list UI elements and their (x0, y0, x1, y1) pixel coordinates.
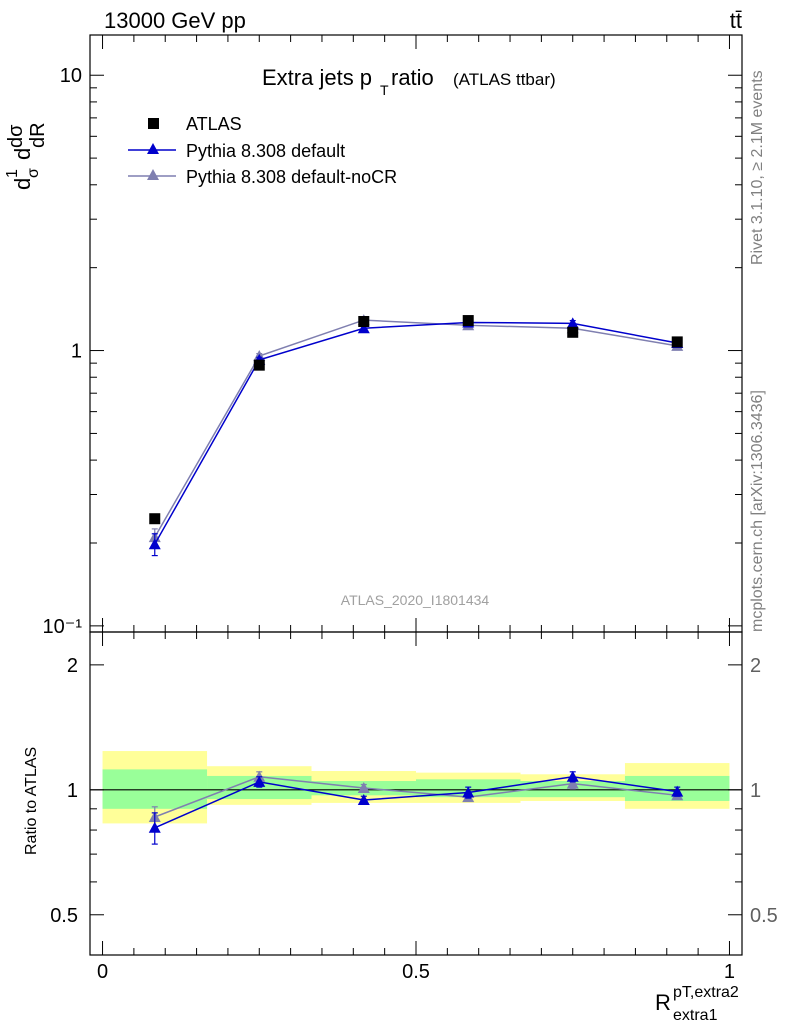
ratio-point-nocr (566, 777, 579, 789)
main-plot-area: 10 1 10⁻¹ (43, 34, 743, 638)
title-rest: ratio (391, 65, 434, 90)
ratio-y-tick-label-right: 0.5 (750, 905, 778, 927)
main-ylabel: d 1 σ d dσ dR (4, 122, 49, 190)
point-atlas (567, 326, 579, 338)
xlabel-main: R (655, 990, 671, 1015)
ratio-point-nocr (357, 782, 370, 794)
x-tick-label: 0.5 (402, 961, 430, 983)
ratio-y-tick-label-right: 2 (750, 655, 761, 677)
legend-label-default: Pythia 8.308 default (186, 141, 345, 161)
ratio-point-default (566, 770, 579, 782)
legend-marker-atlas (148, 118, 159, 129)
rivet-label: Rivet 3.1.10, ≥ 2.1M events (749, 70, 766, 265)
line-nocr (154, 319, 678, 538)
legend-label-nocr: Pythia 8.308 default-noCR (186, 167, 397, 187)
ratio-y-tick-label-right: 1 (750, 780, 761, 802)
ratio-point-default (148, 821, 161, 833)
legend: ATLAS Pythia 8.308 default Pythia 8.308 … (128, 114, 397, 187)
point-atlas (462, 315, 474, 327)
analysis-label: ATLAS_2020_I1801434 (341, 592, 490, 608)
ratio-point-default (671, 785, 684, 797)
chart-title: Extra jets p T ratio (ATLAS ttbar) (262, 65, 556, 98)
main-ylabel-text: dσ (5, 124, 27, 148)
ratio-y-tick-label: 0.5 (50, 905, 78, 927)
legend-label-atlas: ATLAS (186, 114, 242, 134)
ratio-line-nocr (154, 776, 678, 818)
point-atlas (358, 316, 370, 328)
ratio-y-tick-label: 1 (67, 780, 78, 802)
y-tick-label: 1 (71, 341, 82, 363)
title-paren: (ATLAS ttbar) (453, 70, 556, 89)
point-default (357, 322, 370, 334)
xlabel-sup: pT,extra2 (673, 984, 739, 1001)
ratio-point-default (462, 786, 475, 798)
x-tick-label: 1 (724, 961, 735, 983)
point-atlas (671, 336, 683, 348)
legend-marker-nocr (147, 169, 159, 180)
title-sub: T (380, 82, 389, 98)
ratio-point-default (253, 775, 266, 787)
svg-text:σ: σ (25, 168, 42, 178)
ratio-band-green (102, 769, 208, 809)
x-axis-label: R pT,extra2 extra1 (655, 984, 739, 1024)
x-tick-label: 0 (97, 961, 108, 983)
mcplots-label: mcplots.cern.ch [arXiv:1306.3436] (749, 390, 766, 632)
y-tick-label: 10⁻¹ (43, 616, 83, 638)
ratio-y-tick-label: 2 (67, 655, 78, 677)
svg-text:1: 1 (4, 169, 21, 178)
header-left: 13000 GeV pp (104, 8, 246, 33)
y-tick-label: 10 (60, 65, 82, 87)
ratio-point-default (357, 794, 370, 806)
point-atlas (253, 359, 265, 371)
header-right: tt̄ (730, 8, 742, 33)
point-default (148, 538, 161, 550)
legend-marker-default (147, 143, 159, 154)
title-main: Extra jets p (262, 65, 372, 90)
svg-text:dR: dR (27, 122, 49, 148)
ratio-plot-area: 2 2 1 1 0.5 0.5 0 0.5 1 (50, 631, 778, 983)
xlabel-sub: extra1 (673, 1007, 718, 1024)
svg-text:d: d (10, 148, 35, 160)
point-default (566, 317, 579, 329)
line-default (154, 321, 678, 545)
ratio-ylabel: Ratio to ATLAS (23, 747, 40, 855)
svg-text:d: d (10, 178, 35, 190)
point-atlas (149, 513, 161, 525)
ratio-line-default (154, 776, 678, 829)
